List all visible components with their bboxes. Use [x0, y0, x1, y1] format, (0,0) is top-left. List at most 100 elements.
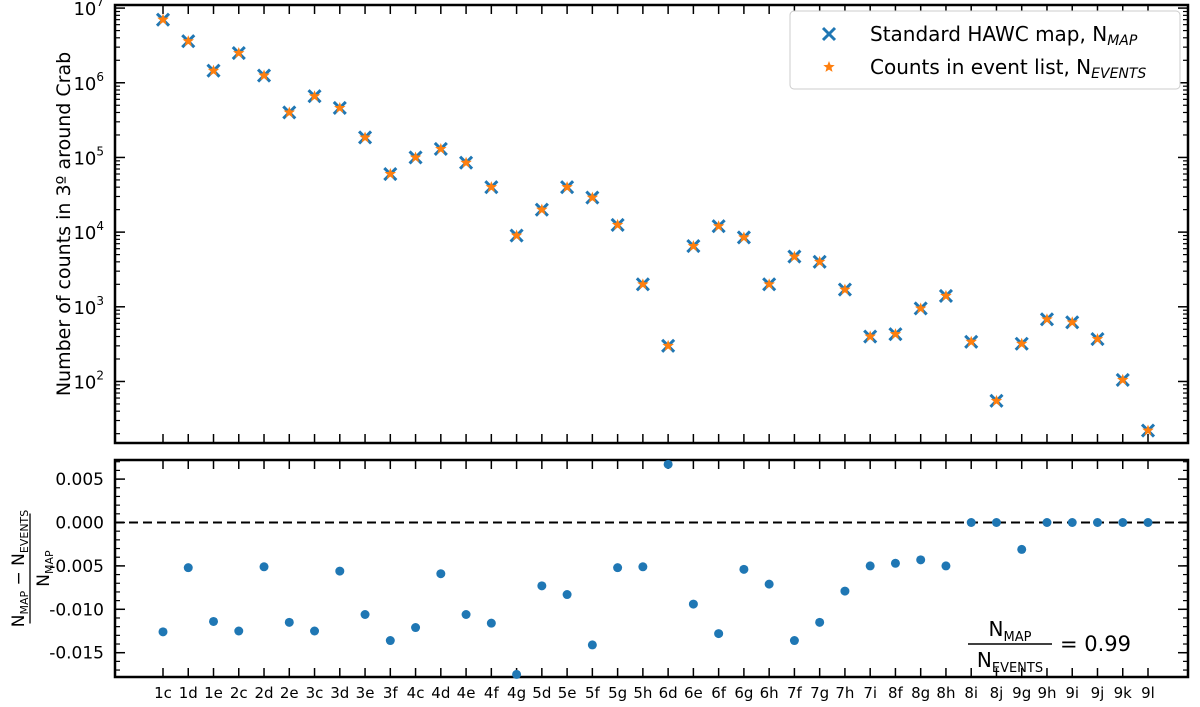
residual-point — [461, 610, 471, 620]
legend-entry-map: Standard HAWC map, NMAP — [870, 22, 1138, 49]
event-star-point — [813, 255, 826, 267]
residual-point — [663, 459, 673, 469]
x-category-label: 9g — [1012, 684, 1031, 702]
x-category-label: 6f — [711, 684, 727, 702]
event-star-point — [990, 394, 1003, 406]
residual-point — [1118, 517, 1128, 527]
event-star-point — [157, 13, 169, 25]
residual-point — [259, 562, 269, 572]
ratio-den-n: N — [977, 648, 992, 672]
residual-point — [991, 517, 1001, 527]
top-y-tick-label: 104 — [73, 219, 104, 244]
x-category-label: 3d — [330, 684, 349, 702]
x-category-label: 7h — [835, 684, 854, 702]
event-star-point — [409, 151, 422, 163]
residual-point — [537, 581, 547, 591]
event-star-point — [308, 90, 321, 102]
residual-point — [158, 627, 168, 637]
legend-entry-events: Counts in event list, NEVENTS — [870, 55, 1146, 82]
bottom-y-tick-label: -0.010 — [49, 600, 104, 620]
event-star-point — [233, 47, 245, 58]
x-category-label: 7g — [810, 684, 829, 702]
bottom-y-tick-label: -0.005 — [49, 557, 104, 577]
event-star-point — [611, 218, 624, 230]
event-star-point — [662, 339, 674, 351]
top-y-tick-exponent: 4 — [96, 219, 104, 233]
x-category-label: 5g — [608, 684, 627, 702]
ylabel-n2-sub: EVENTS — [18, 510, 31, 553]
event-star-point — [687, 240, 700, 251]
x-category-label: 9l — [1141, 684, 1155, 702]
top-y-tick-base: 10 — [73, 223, 96, 244]
x-category-label: 2e — [280, 684, 299, 702]
event-star-point — [712, 220, 725, 232]
event-star-point — [485, 181, 498, 193]
residual-point — [360, 610, 370, 620]
event-star-point — [510, 229, 523, 241]
residual-point — [865, 561, 875, 571]
top-y-tick-base: 10 — [73, 74, 96, 95]
residual-point — [613, 563, 623, 573]
event-star-point — [1041, 313, 1053, 325]
x-category-label: 8g — [911, 684, 930, 702]
event-star-point — [207, 64, 220, 76]
residual-point — [335, 566, 345, 576]
top-y-axis-label: Number of counts in 3º around Crab — [53, 52, 75, 396]
bottom-y-label-numerator: NMAP − NEVENTS — [9, 510, 31, 628]
ylabel-n: N — [9, 615, 29, 628]
residual-point — [916, 555, 926, 565]
ylabel-den-sub: MAP — [43, 550, 56, 574]
x-category-label: 6d — [659, 684, 678, 702]
cross-stroke — [821, 26, 837, 42]
event-star-point — [258, 69, 270, 81]
x-category-label: 8i — [964, 684, 978, 702]
top-y-tick-base: 10 — [73, 372, 96, 393]
top-y-tick-base: 10 — [73, 298, 96, 319]
x-category-label: 5h — [633, 684, 652, 702]
bottom-y-label-denominator: NMAP — [34, 550, 56, 587]
x-category-label: 9h — [1037, 684, 1056, 702]
top-y-tick-exponent: 2 — [96, 368, 104, 382]
residual-point — [739, 564, 749, 574]
event-star-point — [763, 278, 775, 290]
event-star-point — [788, 250, 801, 262]
top-y-tick-label: 102 — [73, 368, 104, 393]
residual-point — [512, 669, 522, 679]
residual-point — [587, 640, 597, 650]
x-category-label: 1e — [204, 684, 223, 702]
x-category-label: 9i — [1065, 684, 1079, 702]
x-category-label: 7i — [863, 684, 877, 702]
x-category-label: 6e — [684, 684, 703, 702]
residual-point — [1017, 544, 1027, 554]
residual-point — [486, 618, 496, 628]
legend-star-marker — [823, 61, 835, 72]
event-star-point — [586, 191, 599, 203]
ylabel-den-n: N — [34, 574, 54, 587]
x-category-label: 4e — [457, 684, 476, 702]
event-star-point — [940, 289, 952, 301]
legend-entry-events-text: Counts in event list, N — [870, 55, 1091, 79]
bottom-y-tick-label: -0.015 — [49, 644, 104, 664]
residual-point — [234, 626, 244, 636]
top-plot-frame — [113, 3, 1190, 445]
ratio-num-sub: MAP — [1004, 630, 1032, 645]
x-category-label: 5d — [532, 684, 551, 702]
x-category-label: 3f — [383, 684, 399, 702]
residual-point — [209, 616, 219, 626]
residual-point — [411, 623, 421, 633]
event-star-point — [359, 131, 371, 143]
x-category-label: 4g — [507, 684, 526, 702]
bottom-panel: 0.005 0.000 -0.005 -0.010 -0.015 1c 1d 1e 2c 2d 2e… — [9, 458, 1190, 702]
x-category-label: 4c — [407, 684, 425, 702]
x-category-label: 8j — [990, 684, 1004, 702]
ratio-denominator: NEVENTS — [977, 648, 1043, 676]
ratio-num-n: N — [989, 617, 1004, 641]
legend: Standard HAWC map, NMAP Counts in event l… — [789, 10, 1181, 90]
event-star-point — [1117, 373, 1129, 385]
residual-point — [815, 617, 825, 627]
x-category-label: 5e — [558, 684, 577, 702]
legend-entry-map-text: Standard HAWC map, N — [870, 22, 1107, 46]
residual-point — [284, 617, 294, 627]
x-category-label: 9j — [1091, 684, 1105, 702]
